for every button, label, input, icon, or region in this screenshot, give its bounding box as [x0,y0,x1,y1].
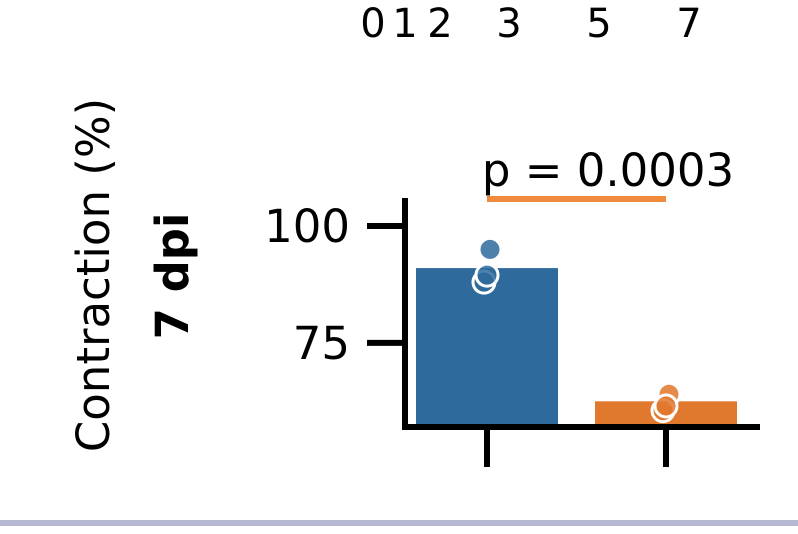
p-value-label: p = 0.0003 [482,144,734,197]
top-tick-label: 3 [496,1,521,47]
top-tick-label: 1 [392,1,417,47]
top-tick-labels: 0 1 2 3 5 7 [360,1,701,47]
y-axis-label: Contraction (%) [67,98,120,452]
data-point [477,236,503,262]
top-tick-label: 0 [360,1,385,47]
top-tick-label: 5 [586,1,611,47]
top-tick-label: 2 [427,1,452,47]
y-tick-label: 75 [293,317,350,370]
bottom-divider [0,520,798,526]
top-tick-label: 7 [676,1,701,47]
data-point [474,262,500,288]
bar [416,268,558,427]
data-point [653,393,679,419]
plot-area: 75 100 p = 0.0003 [264,144,760,467]
y-axis-label-subtitle: 7 dpi [146,213,199,340]
y-tick-label: 100 [264,200,350,253]
